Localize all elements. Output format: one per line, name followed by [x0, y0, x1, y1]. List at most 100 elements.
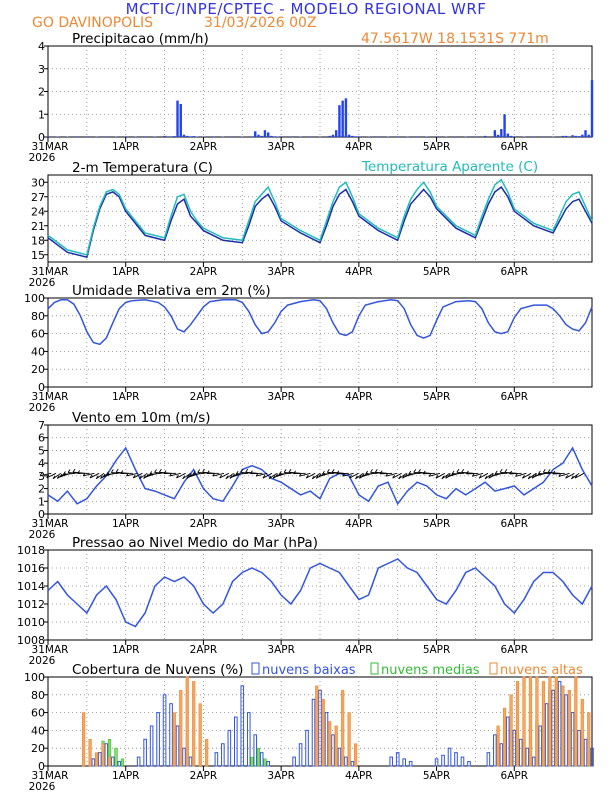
wind-barb: [466, 472, 479, 475]
precip-bar: [493, 130, 497, 137]
y-tick-label: 100: [24, 292, 45, 305]
wind-barb-flag: [56, 475, 60, 479]
precip-bar: [309, 136, 312, 137]
cloud-bar-high: [185, 676, 189, 767]
precip-bar: [254, 131, 257, 137]
wind-barb: [225, 472, 234, 480]
wind-barb: [46, 472, 57, 479]
cloud-bar-low: [298, 743, 303, 767]
wind-barb-flag: [451, 470, 455, 475]
y-tick-label: 80: [31, 689, 45, 702]
wind-barb: [279, 472, 292, 475]
precip-bar: [192, 136, 195, 137]
wind-barb-flag: [441, 475, 445, 480]
wind-barb: [441, 472, 450, 480]
cloud-bar-low: [149, 725, 154, 767]
cloud-bar-low: [246, 712, 251, 767]
cloud-bar-low: [525, 747, 530, 767]
cloud-bar-low: [570, 712, 575, 767]
cloud-bar-low: [583, 738, 588, 767]
cloud-bar-low: [506, 716, 510, 767]
precip-bar: [564, 135, 568, 137]
cloud-bar-high: [341, 690, 345, 767]
x-year-label: 2026: [29, 152, 56, 164]
wind-barb-flag: [478, 474, 482, 479]
precip-bar: [571, 135, 574, 137]
y-tick-label: 0: [38, 131, 45, 144]
y-tick-label: 15: [31, 249, 45, 262]
x-tick-label: 2APR: [190, 141, 218, 153]
x-tick-label: 3APR: [267, 266, 295, 278]
cloud-bar-low: [499, 743, 504, 767]
cloud-bar-low: [518, 738, 523, 767]
wind-barb-flag: [293, 470, 296, 474]
wind-barb-flag: [186, 475, 190, 479]
wind-barb: [375, 471, 388, 474]
cloud-bar-low: [240, 685, 245, 767]
wind-barb-flag: [132, 474, 136, 479]
x-tick-label: 4APR: [345, 644, 373, 656]
cloud-bar-low: [253, 734, 258, 767]
wind-barb-flag: [275, 473, 279, 477]
precip-bar: [46, 136, 50, 137]
wind-barb-flag: [355, 475, 358, 480]
x-tick-label: 2APR: [190, 391, 218, 403]
wind-barb-flag: [52, 475, 56, 480]
precip-bar: [474, 136, 477, 137]
cloud-bar-low: [156, 712, 160, 767]
precip-bar: [273, 136, 276, 137]
wind-barb-flag: [461, 469, 465, 473]
wind-barb-flag: [278, 470, 282, 475]
wind-barb: [571, 472, 580, 480]
wind-barb-flag: [192, 471, 196, 475]
precip-bar: [75, 136, 79, 137]
y-tick-label: 100: [24, 671, 45, 684]
cloud-bar-low: [447, 747, 452, 767]
cloud-bar-high: [101, 743, 105, 767]
precip-bar: [351, 135, 354, 137]
y-tick-label: 27: [31, 191, 45, 204]
wind-barb: [63, 472, 76, 475]
wind-barb: [522, 472, 532, 479]
wind-barb-flag: [402, 475, 405, 479]
wind-barb: [478, 472, 489, 479]
wind-barb-flag: [538, 470, 541, 475]
cloud-bar-low: [162, 694, 167, 767]
wind-barb-flag: [311, 475, 315, 480]
cloud-bar-low: [305, 729, 309, 767]
wind-barb-flag: [120, 470, 124, 474]
wind-barb-flag: [422, 470, 426, 475]
cloud-bar-low: [98, 752, 102, 767]
x-tick-label: 31MAR: [32, 266, 69, 278]
cloud-bar-high: [82, 712, 86, 767]
wind-barb-flag: [471, 473, 475, 477]
wind-barb-flag: [305, 474, 309, 479]
wind-barb: [126, 472, 138, 477]
panel-title: Pressao ao Nivel Medio do Mar (hPa): [72, 535, 318, 551]
series-line-temperatura-aparente: [47, 178, 593, 256]
cloud-bar-high: [587, 712, 591, 767]
x-tick-label: 3APR: [267, 141, 295, 153]
cloud-bar-low: [311, 698, 316, 767]
wind-barb: [484, 472, 494, 480]
panel-frame: [47, 174, 593, 263]
wind-barb: [365, 472, 378, 475]
precip-bar: [347, 134, 351, 137]
wind-barb-flag: [229, 475, 233, 479]
wind-barb: [322, 472, 335, 475]
precip-bar: [250, 136, 254, 137]
x-tick-label: 2APR: [190, 644, 218, 656]
wind-barb-flag: [139, 475, 142, 480]
panel-rh: [44, 297, 593, 392]
precip-bar: [377, 136, 380, 137]
cloud-bar-low: [221, 743, 225, 767]
y-tick-label: 20: [31, 363, 45, 376]
cloud-bar-low: [544, 703, 549, 767]
y-tick-label: 30: [31, 176, 45, 189]
wind-barb-flag: [404, 473, 408, 477]
y-tick-label: 21: [31, 220, 45, 233]
y-tick-label: 80: [31, 310, 45, 323]
wind-barb: [89, 472, 100, 479]
cloud-bar-high: [205, 738, 209, 767]
x-tick-label: 5APR: [423, 266, 451, 278]
